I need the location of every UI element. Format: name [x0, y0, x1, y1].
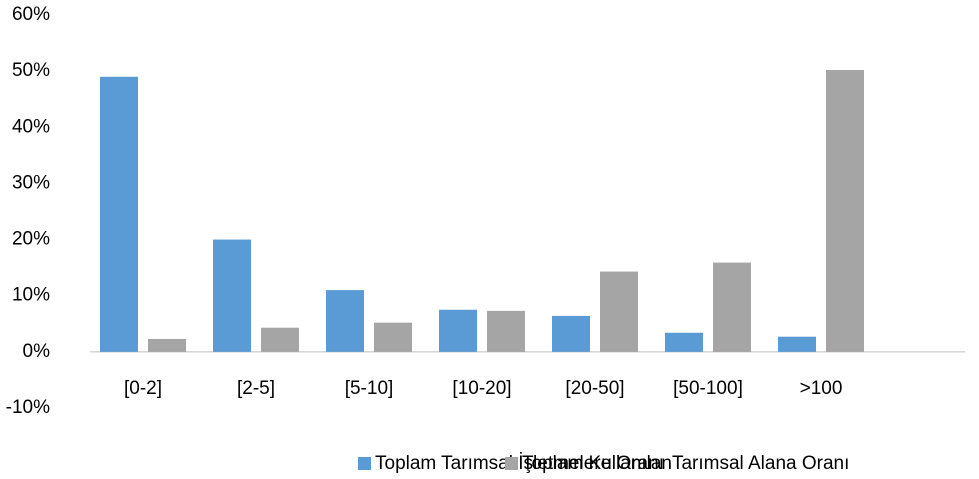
- bar: [487, 310, 525, 352]
- bar: [826, 70, 864, 352]
- bar: [374, 322, 412, 352]
- y-tick-label: 60%: [12, 4, 50, 25]
- bar: [439, 309, 477, 352]
- x-tick-label: [5-10]: [345, 378, 394, 399]
- y-tick-label: 10%: [12, 285, 50, 306]
- legend-label: Toplam Tarımsal İşletmelere Oranı: [375, 453, 664, 474]
- bar: [148, 338, 186, 352]
- legend-label: Toplam KullanılanTarımsal Alana Oranı: [522, 453, 849, 474]
- x-tick-label: [10-20]: [452, 378, 511, 399]
- x-tick-label: [0-2]: [124, 378, 162, 399]
- bar: [600, 271, 638, 352]
- bar: [778, 336, 816, 352]
- bar: [213, 239, 251, 352]
- bar: [326, 290, 364, 352]
- y-tick-label: 50%: [12, 60, 50, 81]
- x-tick-label: [20-50]: [565, 378, 624, 399]
- y-tick-label: -10%: [6, 397, 50, 418]
- bar: [552, 315, 590, 352]
- legend-swatch: [358, 457, 371, 470]
- legend-swatch: [505, 457, 518, 470]
- x-tick-label: [50-100]: [673, 378, 743, 399]
- y-tick-label: 30%: [12, 172, 50, 193]
- bar: [100, 76, 138, 352]
- bar: [713, 262, 751, 352]
- bar: [665, 332, 703, 352]
- x-tick-label: >100: [800, 378, 843, 399]
- y-tick-label: 0%: [23, 341, 51, 362]
- x-tick-label: [2-5]: [237, 378, 275, 399]
- y-tick-label: 20%: [12, 229, 50, 250]
- y-tick-label: 40%: [12, 116, 50, 137]
- bar: [261, 327, 299, 352]
